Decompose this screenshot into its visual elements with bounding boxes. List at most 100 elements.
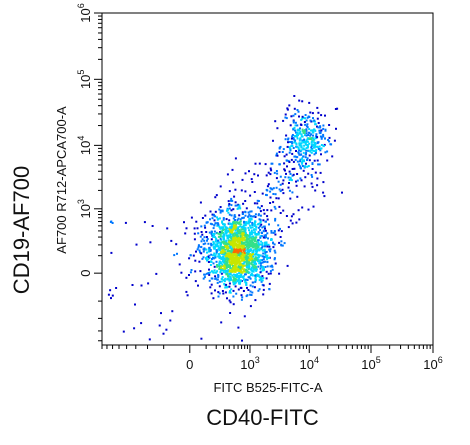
event-dot [244, 231, 247, 234]
event-dot [219, 234, 222, 237]
event-dot [263, 212, 266, 215]
event-dot [253, 267, 256, 270]
event-dot [252, 243, 255, 246]
event-dot [291, 191, 294, 194]
event-dot [257, 242, 260, 245]
event-dot [200, 246, 203, 249]
event-dot [269, 248, 272, 251]
event-dot [290, 158, 293, 161]
event-dot [218, 247, 221, 250]
event-dot [151, 225, 154, 227]
event-dot [149, 241, 152, 244]
event-dot [268, 288, 271, 290]
event-dot [269, 167, 272, 170]
event-dot [227, 243, 230, 246]
event-dot [299, 158, 302, 161]
event-dot [274, 251, 277, 254]
x-tick-label: 0 [186, 357, 193, 372]
event-dot [291, 152, 294, 155]
event-dot [316, 159, 319, 162]
event-dot [266, 258, 269, 261]
event-dot [257, 265, 260, 268]
event-dot [296, 132, 299, 135]
event-dot [247, 268, 250, 271]
x-tick-label: 103 [240, 355, 259, 372]
event-dot [215, 239, 218, 242]
event-dot [215, 194, 218, 197]
event-dot [233, 254, 236, 257]
event-dot [297, 151, 300, 154]
event-dot [243, 229, 246, 231]
event-dot [264, 229, 267, 232]
event-dot [243, 227, 246, 230]
event-dot [227, 211, 230, 214]
event-dot [296, 109, 299, 111]
event-dot [295, 135, 298, 138]
event-dot [305, 119, 308, 122]
event-dot [249, 290, 252, 293]
event-dot [230, 243, 233, 246]
event-dot [244, 234, 247, 237]
event-dot [305, 134, 308, 137]
event-dot [259, 254, 262, 257]
event-dot [242, 202, 245, 205]
event-dot [245, 241, 248, 243]
event-dot [238, 244, 241, 247]
event-dot [244, 190, 247, 193]
event-dot [312, 144, 315, 147]
event-dot [230, 278, 233, 281]
event-dot [140, 284, 143, 287]
event-dot [239, 238, 242, 241]
event-dot [246, 245, 249, 248]
event-dot [292, 138, 295, 141]
x-tick-exponent: 6 [438, 355, 443, 365]
event-dot [242, 259, 245, 262]
event-dot [303, 132, 306, 134]
event-dot [303, 144, 306, 147]
event-dot [243, 238, 246, 241]
event-dot [323, 143, 326, 146]
event-dot [308, 137, 311, 140]
event-dot [211, 234, 214, 237]
event-dot [299, 177, 302, 180]
event-dot [248, 271, 251, 274]
event-dot [231, 247, 234, 250]
event-dot [279, 183, 282, 186]
event-dot [234, 204, 237, 207]
y-tick-exponent: 3 [76, 199, 86, 204]
event-dot [258, 162, 261, 165]
event-dot [222, 226, 225, 229]
event-dot [271, 268, 274, 271]
event-dot [241, 232, 244, 235]
event-dot [213, 252, 216, 255]
event-dot [266, 218, 269, 221]
event-dot [257, 248, 260, 251]
event-dot [235, 266, 238, 269]
event-dot [258, 262, 261, 265]
event-dot [240, 273, 243, 276]
event-dot [218, 235, 221, 238]
event-dot [215, 249, 218, 252]
event-dot [237, 231, 240, 234]
x-tick-label: 105 [361, 355, 380, 372]
event-dot [111, 222, 114, 224]
event-dot [290, 140, 293, 143]
event-dot [319, 149, 322, 152]
event-dot [328, 136, 331, 139]
event-dot [214, 289, 216, 292]
event-dot [225, 239, 228, 242]
event-dot [306, 165, 309, 168]
event-dot [320, 114, 323, 117]
event-dot [233, 261, 235, 264]
event-dot [270, 238, 273, 241]
event-dot [110, 251, 113, 254]
event-dot [228, 239, 230, 242]
event-dot [254, 279, 257, 281]
event-dot [232, 237, 235, 240]
event-dot [264, 252, 267, 255]
event-dot [227, 249, 230, 252]
event-dot [222, 231, 225, 234]
event-dot [238, 263, 241, 266]
event-dot [221, 227, 224, 230]
event-dot [222, 237, 225, 240]
